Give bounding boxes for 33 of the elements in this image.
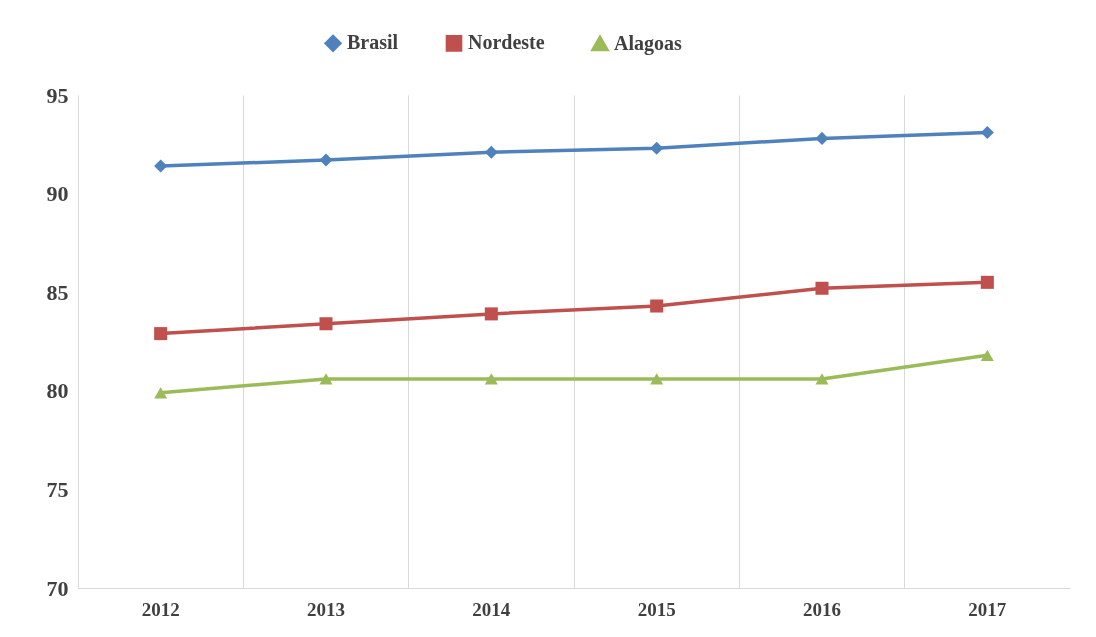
y-tick-label: 70 <box>46 575 69 601</box>
x-tick-label: 2014 <box>472 598 511 620</box>
legend-label: Brasil <box>347 31 399 54</box>
point <box>319 373 333 385</box>
point <box>815 131 829 145</box>
point <box>154 327 168 341</box>
point <box>980 125 994 139</box>
point <box>650 299 664 313</box>
point <box>484 145 498 159</box>
y-tick-label: 90 <box>46 181 69 207</box>
point <box>484 307 498 321</box>
x-tick-label: 2012 <box>141 598 180 620</box>
point <box>484 373 498 385</box>
point <box>980 275 994 289</box>
x-tick-label: 2013 <box>307 598 345 620</box>
point <box>815 281 829 295</box>
legend-label: Nordeste <box>468 31 545 54</box>
point <box>154 159 168 173</box>
legend-label: Alagoas <box>614 31 682 55</box>
point <box>980 349 994 361</box>
x-tick-label: 2017 <box>968 598 1007 620</box>
point <box>319 317 333 331</box>
point <box>650 141 664 155</box>
point <box>154 387 168 399</box>
point <box>319 153 333 167</box>
y-tick-label: 85 <box>46 279 69 305</box>
x-tick-label: 2016 <box>803 598 841 620</box>
point <box>815 373 829 385</box>
y-tick-label: 95 <box>46 82 69 108</box>
x-tick-label: 2015 <box>637 598 676 620</box>
y-tick-label: 80 <box>46 378 69 404</box>
y-tick-label: 75 <box>46 476 69 502</box>
point <box>650 373 664 385</box>
